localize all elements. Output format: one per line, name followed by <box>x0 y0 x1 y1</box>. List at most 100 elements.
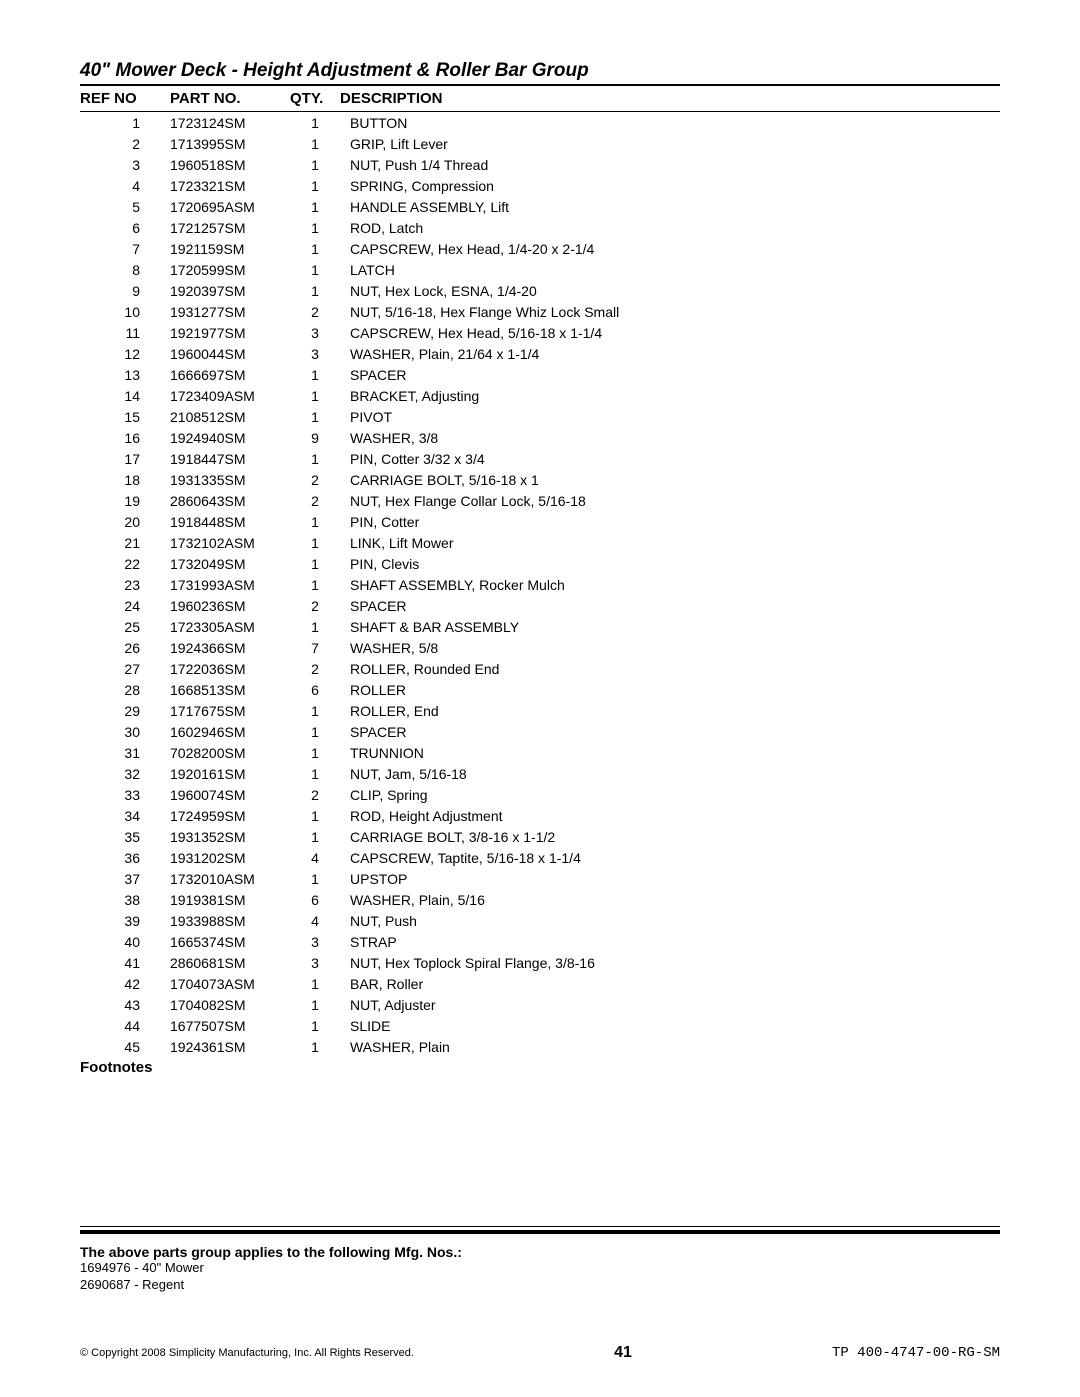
copyright-text: © Copyright 2008 Simplicity Manufacturin… <box>80 1347 414 1359</box>
cell-refno: 37 <box>80 868 170 889</box>
cell-desc: STRAP <box>340 931 1000 952</box>
cell-partno: 1704082SM <box>170 994 290 1015</box>
table-row: 31 7028200SM 1 TRUNNION <box>80 742 1000 763</box>
table-row: 19 2860643SM 2 NUT, Hex Flange Collar Lo… <box>80 490 1000 511</box>
cell-partno: 2860681SM <box>170 952 290 973</box>
cell-qty: 2 <box>290 595 340 616</box>
table-row: 27 1722036SM 2 ROLLER, Rounded End <box>80 658 1000 679</box>
cell-desc: NUT, Push <box>340 910 1000 931</box>
cell-qty: 1 <box>290 175 340 196</box>
cell-refno: 31 <box>80 742 170 763</box>
cell-refno: 28 <box>80 679 170 700</box>
doc-code: TP 400-4747-00-RG-SM <box>832 1345 1000 1361</box>
cell-partno: 1668513SM <box>170 679 290 700</box>
cell-desc: CARRIAGE BOLT, 5/16-18 x 1 <box>340 469 1000 490</box>
cell-desc: BUTTON <box>340 112 1000 134</box>
cell-qty: 1 <box>290 973 340 994</box>
cell-qty: 1 <box>290 742 340 763</box>
cell-refno: 26 <box>80 637 170 658</box>
cell-refno: 5 <box>80 196 170 217</box>
page-title: 40" Mower Deck - Height Adjustment & Rol… <box>80 60 1000 82</box>
cell-partno: 1713995SM <box>170 133 290 154</box>
cell-partno: 1602946SM <box>170 721 290 742</box>
cell-partno: 1918448SM <box>170 511 290 532</box>
title-underline <box>80 84 1000 86</box>
cell-desc: CARRIAGE BOLT, 3/8-16 x 1-1/2 <box>340 826 1000 847</box>
cell-desc: NUT, 5/16-18, Hex Flange Whiz Lock Small <box>340 301 1000 322</box>
cell-refno: 9 <box>80 280 170 301</box>
table-row: 42 1704073ASM 1 BAR, Roller <box>80 973 1000 994</box>
table-row: 9 1920397SM 1 NUT, Hex Lock, ESNA, 1/4-2… <box>80 280 1000 301</box>
cell-refno: 38 <box>80 889 170 910</box>
cell-partno: 1931202SM <box>170 847 290 868</box>
cell-qty: 1 <box>290 196 340 217</box>
cell-qty: 6 <box>290 889 340 910</box>
table-row: 12 1960044SM 3 WASHER, Plain, 21/64 x 1-… <box>80 343 1000 364</box>
cell-partno: 1704073ASM <box>170 973 290 994</box>
cell-qty: 1 <box>290 1015 340 1036</box>
cell-refno: 23 <box>80 574 170 595</box>
table-row: 26 1924366SM 7 WASHER, 5/8 <box>80 637 1000 658</box>
cell-refno: 18 <box>80 469 170 490</box>
table-row: 28 1668513SM 6 ROLLER <box>80 679 1000 700</box>
cell-refno: 16 <box>80 427 170 448</box>
cell-partno: 1960236SM <box>170 595 290 616</box>
cell-partno: 1720599SM <box>170 259 290 280</box>
cell-partno: 1721257SM <box>170 217 290 238</box>
page-number: 41 <box>614 1344 632 1362</box>
cell-qty: 1 <box>290 154 340 175</box>
cell-qty: 1 <box>290 1036 340 1057</box>
table-row: 2 1713995SM 1 GRIP, Lift Lever <box>80 133 1000 154</box>
table-row: 23 1731993ASM 1 SHAFT ASSEMBLY, Rocker M… <box>80 574 1000 595</box>
cell-partno: 1924940SM <box>170 427 290 448</box>
table-row: 18 1931335SM 2 CARRIAGE BOLT, 5/16-18 x … <box>80 469 1000 490</box>
cell-partno: 1723409ASM <box>170 385 290 406</box>
cell-desc: ROLLER, Rounded End <box>340 658 1000 679</box>
cell-desc: BRACKET, Adjusting <box>340 385 1000 406</box>
cell-partno: 1732010ASM <box>170 868 290 889</box>
cell-qty: 2 <box>290 784 340 805</box>
table-row: 36 1931202SM 4 CAPSCREW, Taptite, 5/16-1… <box>80 847 1000 868</box>
cell-partno: 1960074SM <box>170 784 290 805</box>
table-row: 1 1723124SM 1 BUTTON <box>80 112 1000 134</box>
cell-qty: 1 <box>290 826 340 847</box>
cell-refno: 17 <box>80 448 170 469</box>
cell-desc: LINK, Lift Mower <box>340 532 1000 553</box>
cell-refno: 8 <box>80 259 170 280</box>
table-row: 13 1666697SM 1 SPACER <box>80 364 1000 385</box>
cell-qty: 1 <box>290 994 340 1015</box>
cell-refno: 6 <box>80 217 170 238</box>
cell-partno: 1933988SM <box>170 910 290 931</box>
cell-desc: GRIP, Lift Lever <box>340 133 1000 154</box>
cell-desc: WASHER, 5/8 <box>340 637 1000 658</box>
cell-qty: 2 <box>290 301 340 322</box>
cell-refno: 45 <box>80 1036 170 1057</box>
cell-desc: ROD, Latch <box>340 217 1000 238</box>
cell-qty: 1 <box>290 133 340 154</box>
table-row: 4 1723321SM 1 SPRING, Compression <box>80 175 1000 196</box>
cell-partno: 1931277SM <box>170 301 290 322</box>
cell-partno: 1722036SM <box>170 658 290 679</box>
cell-refno: 29 <box>80 700 170 721</box>
cell-desc: CAPSCREW, Taptite, 5/16-18 x 1-1/4 <box>340 847 1000 868</box>
cell-refno: 7 <box>80 238 170 259</box>
mfg-line: 1694976 - 40" Mower <box>80 1260 1000 1277</box>
cell-desc: SPACER <box>340 721 1000 742</box>
cell-refno: 2 <box>80 133 170 154</box>
cell-refno: 19 <box>80 490 170 511</box>
cell-refno: 40 <box>80 931 170 952</box>
cell-partno: 1717675SM <box>170 700 290 721</box>
cell-refno: 30 <box>80 721 170 742</box>
cell-partno: 1723124SM <box>170 112 290 134</box>
cell-refno: 35 <box>80 826 170 847</box>
cell-desc: WASHER, Plain <box>340 1036 1000 1057</box>
cell-desc: WASHER, 3/8 <box>340 427 1000 448</box>
cell-desc: CAPSCREW, Hex Head, 1/4-20 x 2-1/4 <box>340 238 1000 259</box>
table-row: 15 2108512SM 1 PIVOT <box>80 406 1000 427</box>
cell-desc: ROLLER, End <box>340 700 1000 721</box>
table-row: 7 1921159SM 1 CAPSCREW, Hex Head, 1/4-20… <box>80 238 1000 259</box>
cell-qty: 1 <box>290 448 340 469</box>
cell-refno: 10 <box>80 301 170 322</box>
mfg-lines-container: 1694976 - 40" Mower2690687 - Regent <box>80 1260 1000 1294</box>
cell-desc: NUT, Hex Lock, ESNA, 1/4-20 <box>340 280 1000 301</box>
